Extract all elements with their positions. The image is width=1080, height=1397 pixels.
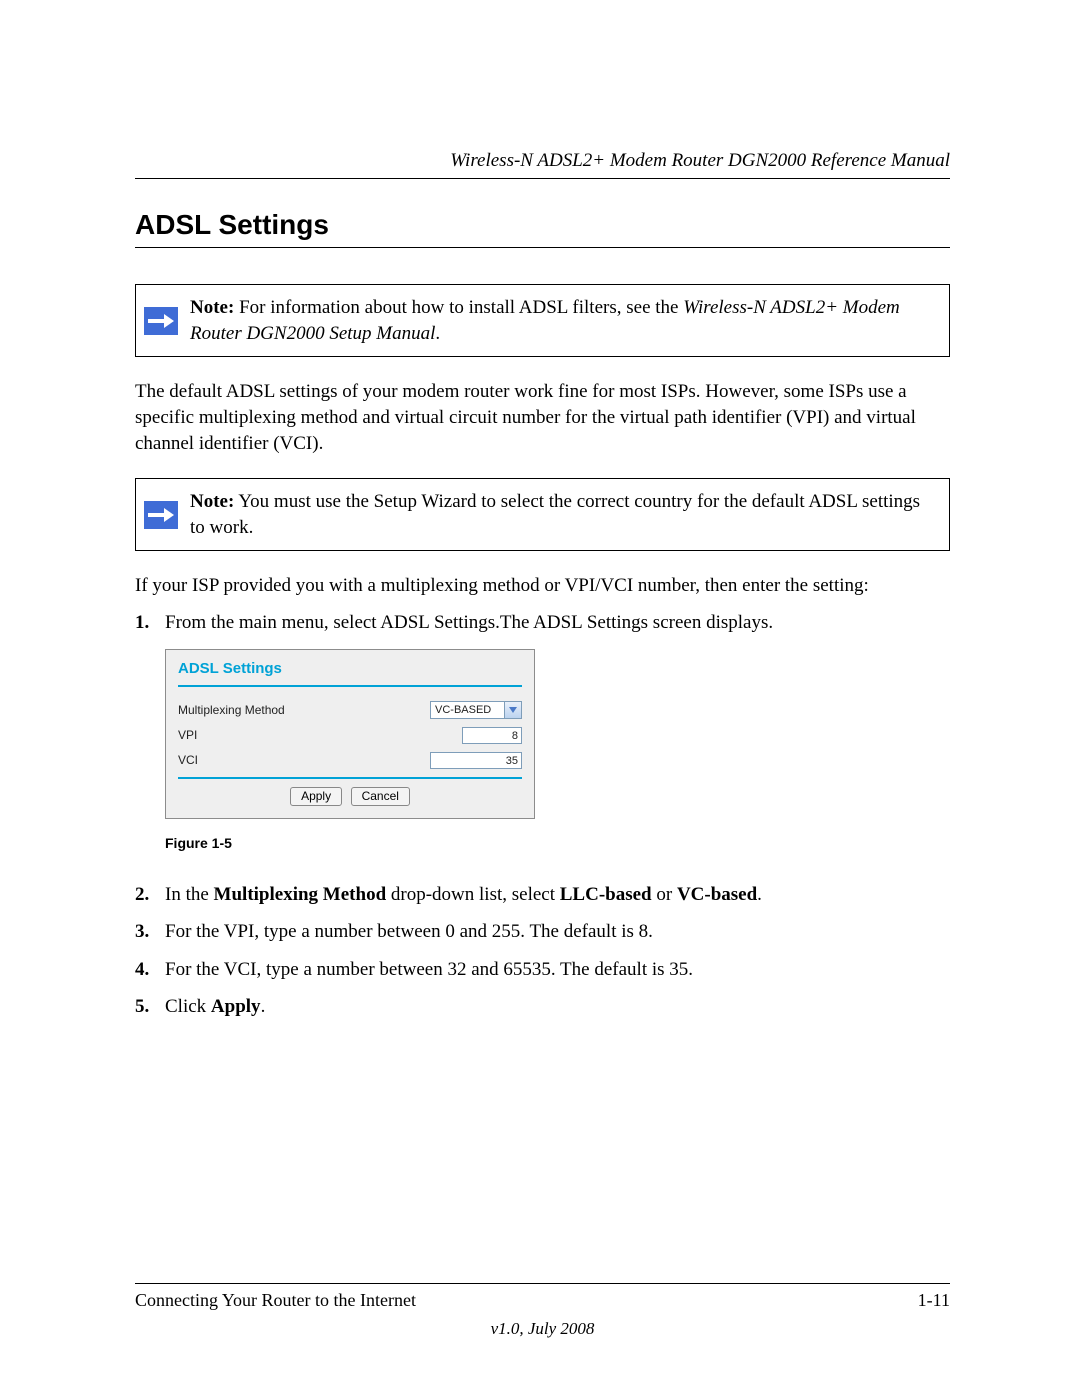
step-1: 1. From the main menu, select ADSL Setti… [135,609,950,637]
panel-title: ADSL Settings [178,660,522,677]
t: drop-down list, select [386,884,560,905]
note2-text: You must use the Setup Wizard to select … [190,491,920,538]
step-text: In the Multiplexing Method drop-down lis… [165,881,762,909]
note-lead: Note: [190,491,234,512]
step-number: 5. [135,993,165,1021]
page-footer: Connecting Your Router to the Internet 1… [135,1283,950,1339]
arrow-note-icon [144,307,178,335]
note-box-1: Note: For information about how to insta… [135,284,950,357]
row-vci: VCI 35 [178,752,522,769]
paragraph-1: The default ADSL settings of your modem … [135,379,950,456]
row-multiplexing: Multiplexing Method VC-BASED [178,701,522,719]
t: In the [165,884,214,905]
label-vci: VCI [178,753,198,767]
figure-caption: Figure 1-5 [165,835,950,851]
t: Multiplexing Method [214,884,387,905]
note-lead: Note: [190,297,234,318]
step-3: 3. For the VPI, type a number between 0 … [135,918,950,946]
step-5: 5. Click Apply. [135,993,950,1021]
multiplexing-value: VC-BASED [435,704,491,716]
vci-input[interactable]: 35 [430,752,522,769]
cancel-button[interactable]: Cancel [351,787,410,806]
step-text: From the main menu, select ADSL Settings… [165,609,773,637]
note-text-1: Note: For information about how to insta… [190,295,935,346]
section-rule [135,247,950,248]
step-4: 4. For the VCI, type a number between 32… [135,956,950,984]
header-rule [135,178,950,179]
t: or [652,884,677,905]
panel-rule [178,685,522,687]
t: . [261,996,266,1017]
label-vpi: VPI [178,728,197,742]
section-heading: ADSL Settings [135,209,950,241]
step-text: For the VCI, type a number between 32 an… [165,956,693,984]
t: Apply [211,996,261,1017]
footer-page-number: 1-11 [918,1290,950,1311]
note-box-2: Note: You must use the Setup Wizard to s… [135,478,950,551]
note-text-2: Note: You must use the Setup Wizard to s… [190,489,935,540]
note1-post: . [435,323,440,344]
paragraph-2: If your ISP provided you with a multiple… [135,573,950,599]
vpi-input[interactable]: 8 [462,727,522,744]
t: Click [165,996,211,1017]
step-text: For the VPI, type a number between 0 and… [165,918,653,946]
step-text: Click Apply. [165,993,265,1021]
step-2: 2. In the Multiplexing Method drop-down … [135,881,950,909]
t: VC-based [677,884,757,905]
footer-left: Connecting Your Router to the Internet [135,1290,416,1311]
footer-version: v1.0, July 2008 [135,1319,950,1339]
step-number: 4. [135,956,165,984]
button-row: Apply Cancel [178,779,522,806]
arrow-note-icon [144,501,178,529]
t: LLC-based [560,884,652,905]
note1-pre: For information about how to install ADS… [234,297,683,318]
row-vpi: VPI 8 [178,727,522,744]
adsl-settings-panel: ADSL Settings Multiplexing Method VC-BAS… [165,649,535,819]
step-number: 3. [135,918,165,946]
t: . [757,884,762,905]
multiplexing-select[interactable]: VC-BASED [430,701,522,719]
label-multiplexing: Multiplexing Method [178,703,285,717]
document-page: Wireless-N ADSL2+ Modem Router DGN2000 R… [0,0,1080,1397]
chevron-down-icon[interactable] [504,702,521,718]
step-number: 1. [135,609,165,637]
apply-button[interactable]: Apply [290,787,342,806]
footer-rule [135,1283,950,1284]
step-number: 2. [135,881,165,909]
running-header: Wireless-N ADSL2+ Modem Router DGN2000 R… [135,150,950,172]
